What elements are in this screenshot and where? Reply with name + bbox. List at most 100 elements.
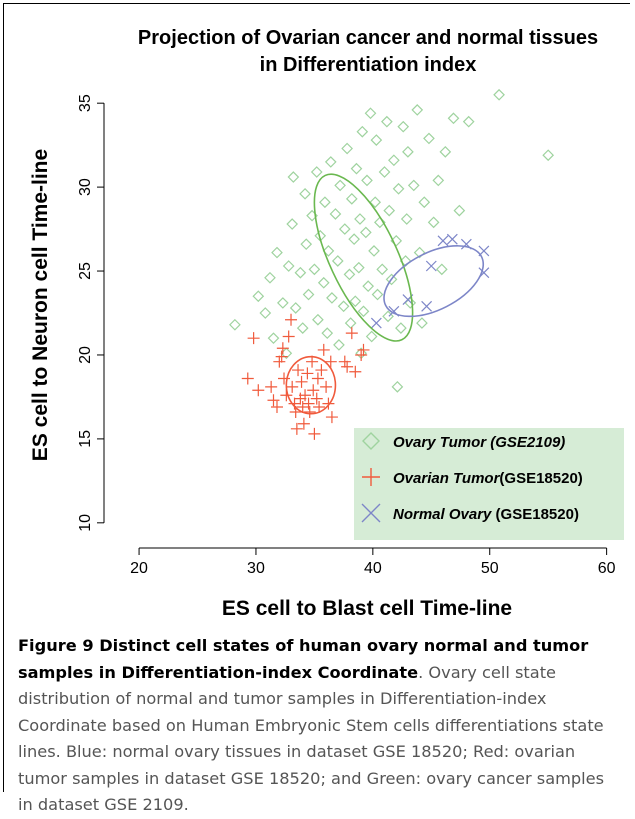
ovary-tumor-gse2109-point <box>354 213 366 225</box>
ovarian-tumor-gse18520-point <box>338 355 351 368</box>
ovary-tumor-gse2109-point <box>333 339 345 351</box>
ovary-tumor-gse2109-point <box>229 318 241 331</box>
legend: Ovary Tumor (GSE2109) Ovarian Tumor(GSE18… <box>354 428 624 540</box>
ovary-tumor-gse2109-point <box>411 104 424 116</box>
ovary-tumor-gse2109-point <box>321 327 334 339</box>
ovarian-tumor-gse18520-point <box>311 372 324 385</box>
ovary-tumor-gse2109-point <box>300 238 313 251</box>
ovary-tumor-gse2109-point <box>299 187 311 200</box>
normal-ovary-gse18520-point <box>446 233 458 245</box>
x-tick-label: 30 <box>247 560 265 577</box>
ovarian-tumor-gse18520-point <box>252 384 265 397</box>
ovary-tumor-gse2109-point <box>423 132 435 145</box>
ovary-tumor-gse2109-point <box>359 226 372 239</box>
y-tick-label: 30 <box>77 178 94 196</box>
ovary-tumor-gse2109-point <box>388 154 400 167</box>
ovary-tumor-gse2109-point <box>376 263 389 276</box>
ovary-tumor-gse2109-point <box>337 300 350 313</box>
ovary-tumor-gse2109-point <box>344 317 357 329</box>
ovarian-tumor-gse18520-point <box>286 380 299 393</box>
x-axis-label: ES cell to Blast cell Time-line <box>222 597 512 620</box>
legend-label: Ovarian Tumor(GSE18520) <box>393 470 583 487</box>
ovary-tumor-gse2109-point <box>362 280 375 292</box>
ovary-tumor-gse2109-point <box>371 288 384 301</box>
confidence-ellipses <box>285 173 485 415</box>
ovary-tumor-gse2109-ellipse <box>313 173 414 342</box>
y-tick-label: 25 <box>77 262 94 280</box>
ovary-tumor-gse2109-point <box>352 261 365 274</box>
ovary-tumor-gse2109-point <box>348 233 360 245</box>
ovary-tumor-gse2109-point <box>319 196 331 209</box>
ovary-tumor-gse2109-point <box>365 330 378 343</box>
ovary-tumor-gse2109-point <box>397 120 410 133</box>
ovary-tumor-gse2109-point <box>383 204 396 217</box>
ovarian-tumor-gse18520-point <box>317 343 330 356</box>
normal-ovary-gse18520-point <box>437 235 449 247</box>
ovary-tumor-gse2109-point <box>334 179 346 192</box>
ovary-tumor-gse2109-point <box>331 255 344 267</box>
legend-marker <box>362 432 380 450</box>
data-points <box>229 88 555 440</box>
ovarian-tumor-gse18520-point <box>297 417 310 430</box>
x-tick-label: 40 <box>364 560 382 577</box>
figure-caption: Figure 9 Distinct cell states of human o… <box>18 633 618 819</box>
ovarian-tumor-gse18520-point <box>270 401 283 413</box>
ovary-tumor-gse2109-point <box>364 107 377 120</box>
ovarian-tumor-gse18520-point <box>322 397 335 410</box>
ovary-tumor-gse2109-point <box>349 295 362 308</box>
caption-body: . Ovary cell state distribution of norma… <box>18 662 605 815</box>
ovarian-tumor-gse18520-point <box>294 392 307 405</box>
ovary-tumor-gse2109-point <box>264 271 276 284</box>
ovary-tumor-gse2109-point <box>326 292 338 304</box>
ovary-tumor-gse2109-point <box>361 174 373 187</box>
ovary-tumor-gse2109-point <box>542 149 555 162</box>
ovary-tumor-gse2109-point <box>404 297 417 309</box>
ovary-tumor-gse2109-point <box>252 290 265 303</box>
ovary-tumor-gse2109-point <box>462 115 475 128</box>
caption-heading: Figure 9 Distinct cell states of human o… <box>18 636 589 682</box>
ovarian-tumor-gse18520-point <box>296 401 309 413</box>
ovary-tumor-gse2109-point <box>395 322 407 334</box>
ovary-tumor-gse2109-point <box>381 115 393 128</box>
y-tick-label: 20 <box>77 346 94 364</box>
ovarian-tumor-gse18520-point <box>324 355 337 368</box>
chart-title: Projection of Ovarian cancer and normal … <box>138 27 598 76</box>
ovary-tumor-gse2109-point <box>324 156 337 168</box>
ovary-tumor-gse2109-point <box>294 266 307 279</box>
normal-ovary-gse18520-point <box>421 300 433 312</box>
ovarian-tumor-gse18520-point <box>278 372 291 385</box>
ovarian-tumor-gse18520-point <box>303 406 316 419</box>
axes: 20 30 40 50 60 10 15 20 25 30 35 <box>77 94 616 577</box>
ovary-tumor-gse2109-point <box>427 216 440 229</box>
ovarian-tumor-gse18520-point <box>302 397 315 410</box>
y-tick-label: 10 <box>77 514 94 532</box>
ovarian-tumor-gse18520-point <box>341 360 354 373</box>
ovary-tumor-gse2109-point <box>418 196 431 209</box>
ovarian-tumor-gse18520-ellipse <box>285 355 337 415</box>
ovarian-tumor-gse18520-point <box>313 401 326 413</box>
ovary-tumor-gse2109-point <box>271 246 283 259</box>
ovary-tumor-gse2109-point <box>453 204 466 217</box>
ovarian-tumor-gse18520-point <box>276 342 289 355</box>
ovarian-tumor-gse18520-point <box>267 394 280 407</box>
ovarian-tumor-gse18520-point <box>275 350 288 363</box>
ovarian-tumor-gse18520-point <box>299 389 312 402</box>
ovarian-tumor-gse18520-point <box>288 397 301 410</box>
chart-title-line-2: in Differentiation index <box>260 54 477 76</box>
ovary-tumor-gse2109-point <box>317 276 330 289</box>
ovarian-tumor-gse18520-point <box>282 330 295 343</box>
ovarian-tumor-gse18520-point <box>307 384 320 397</box>
ovary-tumor-gse2109-point <box>357 305 370 318</box>
ovarian-tumor-gse18520-point <box>301 367 314 380</box>
ovarian-tumor-gse18520-point <box>315 364 328 377</box>
ovarian-tumor-gse18520-point <box>247 332 260 345</box>
ovary-tumor-gse2109-point <box>276 297 289 309</box>
ovarian-tumor-gse18520-point <box>308 427 321 440</box>
ovary-tumor-gse2109-point <box>391 381 404 393</box>
legend-box <box>354 428 624 540</box>
ovary-tumor-gse2109-point <box>345 193 358 205</box>
y-axis-label: ES cell to Neuron cell Time-line <box>29 149 52 461</box>
ovary-tumor-gse2109-point <box>302 288 315 301</box>
ovarian-tumor-gse18520-point <box>241 372 254 385</box>
ovary-tumor-gse2109-point <box>329 208 342 220</box>
